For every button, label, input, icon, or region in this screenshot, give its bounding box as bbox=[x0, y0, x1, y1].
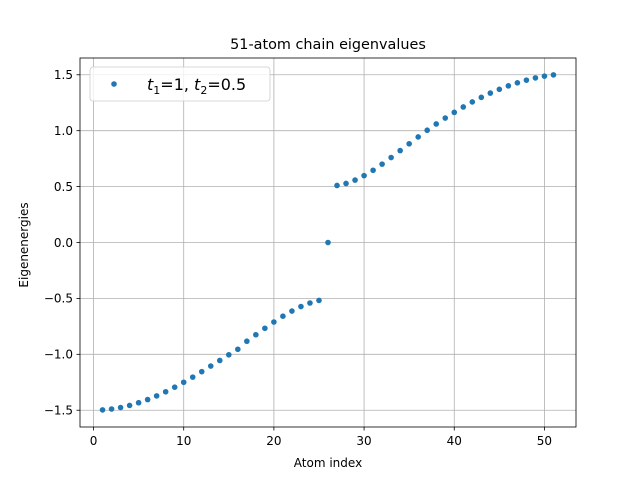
data-point bbox=[144, 396, 151, 403]
data-point bbox=[153, 393, 160, 399]
data-point bbox=[280, 313, 286, 319]
data-point bbox=[460, 104, 467, 110]
data-point bbox=[198, 368, 205, 375]
data-point bbox=[433, 121, 440, 127]
data-point bbox=[451, 109, 458, 116]
data-point bbox=[496, 86, 503, 93]
data-point bbox=[235, 346, 241, 353]
data-point bbox=[307, 300, 313, 306]
x-tick-label: 50 bbox=[537, 434, 552, 448]
y-axis-ticks: −1.5 −1.0 −0.5 0.0 0.5 1.0 1.5 bbox=[44, 68, 80, 418]
plot-frame bbox=[79, 57, 577, 428]
data-point bbox=[352, 177, 358, 183]
x-tick-label: 10 bbox=[176, 434, 191, 448]
data-point bbox=[126, 402, 133, 409]
data-point bbox=[226, 351, 232, 358]
data-point bbox=[262, 325, 268, 332]
x-tick-label: 20 bbox=[266, 434, 281, 448]
data-point bbox=[253, 331, 259, 338]
legend: t1=1, t2=0.5 bbox=[89, 66, 271, 102]
data-point bbox=[424, 127, 431, 134]
y-tick-label: 0.5 bbox=[54, 180, 73, 194]
data-point bbox=[406, 140, 412, 147]
data-point bbox=[541, 73, 548, 79]
legend-t1-subscript: 1 bbox=[153, 84, 160, 97]
y-tick-label: 0.0 bbox=[54, 236, 73, 250]
data-point bbox=[99, 407, 106, 413]
y-tick-label: 1.0 bbox=[54, 124, 73, 138]
grid-lines bbox=[80, 58, 576, 427]
data-point bbox=[361, 172, 367, 179]
data-point bbox=[532, 75, 539, 81]
data-point bbox=[171, 384, 178, 390]
data-point bbox=[117, 404, 124, 411]
legend-t2-symbol: t bbox=[194, 75, 201, 94]
legend-t1-symbol: t bbox=[147, 75, 154, 94]
chart-title: 51-atom chain eigenvalues bbox=[230, 37, 426, 53]
data-point bbox=[550, 72, 557, 78]
y-axis-label: Eigenenergies bbox=[17, 202, 31, 287]
data-point bbox=[334, 182, 340, 189]
data-point bbox=[469, 99, 476, 105]
legend-t2-value: =0.5 bbox=[207, 75, 246, 94]
y-tick-label: −0.5 bbox=[44, 292, 73, 306]
y-tick-label: −1.5 bbox=[44, 404, 73, 418]
data-point bbox=[397, 147, 403, 154]
legend-t2-subscript: 2 bbox=[200, 84, 207, 97]
y-tick-label: 1.5 bbox=[54, 68, 73, 82]
data-point bbox=[388, 154, 394, 161]
data-points bbox=[99, 72, 557, 413]
x-axis-ticks: 0 10 20 30 40 50 bbox=[90, 427, 552, 448]
x-tick-label: 0 bbox=[90, 434, 98, 448]
x-tick-label: 40 bbox=[447, 434, 462, 448]
data-point bbox=[505, 83, 512, 89]
data-point bbox=[162, 388, 169, 395]
data-point bbox=[289, 308, 295, 314]
data-point bbox=[442, 115, 449, 121]
legend-marker bbox=[111, 81, 117, 87]
data-point bbox=[244, 338, 250, 345]
data-point bbox=[514, 80, 521, 86]
data-point bbox=[207, 363, 214, 369]
data-point bbox=[325, 239, 331, 246]
data-point bbox=[271, 319, 277, 325]
data-point bbox=[108, 406, 115, 412]
data-point bbox=[135, 399, 142, 406]
legend-label: t1=1, t2=0.5 bbox=[147, 75, 246, 97]
data-point bbox=[523, 77, 530, 83]
data-point bbox=[180, 379, 187, 386]
data-point bbox=[189, 374, 196, 380]
data-point bbox=[415, 134, 421, 140]
data-point bbox=[316, 297, 322, 304]
x-tick-label: 30 bbox=[356, 434, 371, 448]
x-axis-label: Atom index bbox=[294, 456, 362, 470]
data-point bbox=[343, 180, 349, 187]
data-point bbox=[370, 167, 376, 174]
data-point bbox=[379, 161, 385, 167]
legend-box bbox=[89, 66, 271, 102]
data-point bbox=[478, 94, 485, 101]
y-tick-label: −1.0 bbox=[44, 348, 73, 362]
data-point bbox=[298, 303, 304, 310]
legend-t1-value: =1, bbox=[160, 75, 194, 94]
data-point bbox=[216, 357, 223, 364]
data-point bbox=[487, 90, 494, 96]
